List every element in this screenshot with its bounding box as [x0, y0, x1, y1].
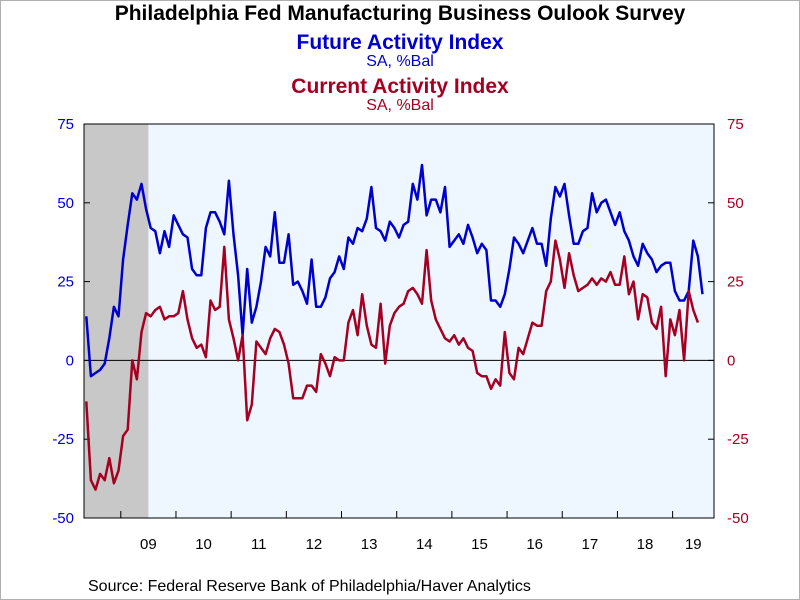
y-left-tick-label: 25: [57, 274, 74, 291]
y-right-tick-label: 25: [727, 274, 744, 291]
x-tick-label: 16: [526, 536, 543, 553]
series-line-future-activity: [85, 163, 704, 378]
x-tick-label: 10: [195, 536, 212, 553]
series2-units: SA, %Bal: [366, 97, 434, 114]
y-left-tick-label: 0: [66, 352, 74, 369]
y-left-tick-label: 75: [57, 116, 74, 133]
x-tick-label: 18: [637, 536, 654, 553]
x-tick-label: 12: [306, 536, 323, 553]
y-right-tick-label: 50: [727, 195, 744, 212]
x-tick-label: 09: [140, 536, 157, 553]
source-note: Source: Federal Reserve Bank of Philadel…: [88, 578, 531, 595]
x-tick-label: 13: [361, 536, 378, 553]
y-right-tick-label: 75: [727, 116, 744, 133]
x-tick-label: 11: [251, 536, 267, 553]
y-left-tick-label: 50: [57, 195, 74, 212]
recession-shading: [84, 124, 149, 518]
y-left-tick-label: -50: [52, 510, 74, 527]
series2-title: Current Activity Index: [291, 75, 509, 98]
series1-title: Future Activity Index: [296, 31, 504, 54]
series1-units: SA, %Bal: [366, 53, 434, 70]
plot-border: [83, 123, 715, 519]
y-right-tick-label: -25: [727, 431, 749, 448]
chart-title: Philadelphia Fed Manufacturing Business …: [114, 2, 686, 25]
y-right-tick-label: -50: [727, 510, 749, 527]
plot-area: [84, 124, 714, 518]
x-tick-label: 17: [581, 536, 598, 553]
y-right-tick-label: 0: [727, 352, 735, 369]
x-tick-label: 15: [471, 536, 488, 553]
y-left-tick-label: -25: [52, 431, 74, 448]
series-line-current-activity: [85, 239, 700, 491]
x-tick-label: 19: [685, 536, 702, 553]
x-tick-label: 14: [416, 536, 433, 553]
